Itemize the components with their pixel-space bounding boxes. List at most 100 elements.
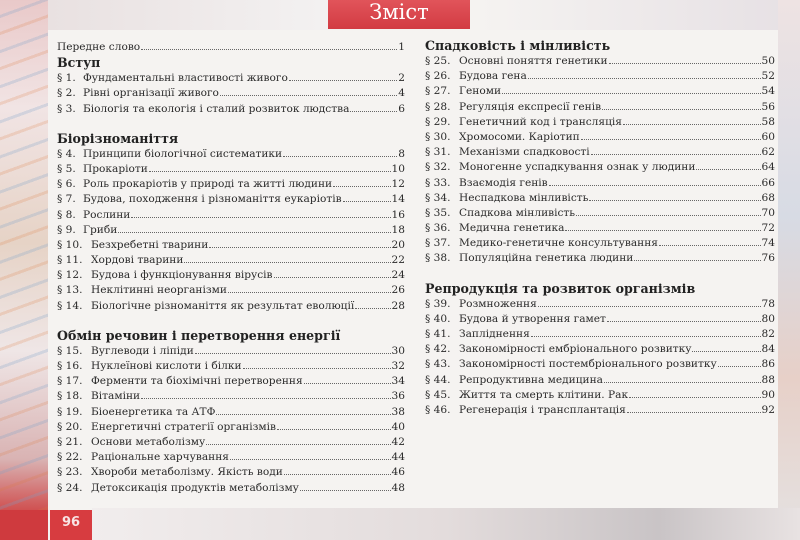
section-heading: Вступ (57, 55, 101, 71)
entry-page: 66 (761, 176, 775, 189)
toc-entry[interactable]: § 6. Роль прокаріотів у природі та житті … (57, 177, 405, 192)
toc-entry[interactable]: § 2. Рівні організації живого 4 (57, 86, 405, 101)
toc-entry[interactable]: § 11. Хордові тварини 22 (57, 253, 405, 268)
toc-entry[interactable]: § 36. Медична генетика 72 (425, 221, 775, 236)
section-number: § 41. (425, 328, 451, 340)
toc-entry[interactable]: § 12. Будова і функціонування вірусів 24 (57, 268, 405, 283)
toc-entry[interactable]: § 14. Біологічне різноманіття як результа… (57, 299, 405, 314)
entry-title: Життя та смерть клітини. Рак (459, 388, 629, 401)
toc-entry[interactable]: § 7. Будова, походження і різноманіття еу… (57, 192, 405, 207)
section-number: § 3. (57, 102, 76, 115)
toc-entry[interactable]: § 18. Вітаміни 36 (57, 389, 405, 404)
section-number: § 35. (425, 206, 451, 219)
toc-entry[interactable]: § 40. Будова й утворення гамет 80 (425, 312, 775, 327)
entry-title: Рослини (83, 208, 131, 221)
toc-entry[interactable]: § 32. Моногенне успадкування ознак у люди… (425, 160, 775, 175)
toc-entry[interactable]: § 19. Біоенергетика та АТФ 38 (57, 405, 405, 420)
toc-entry[interactable]: § 24. Детоксикація продуктів метаболізму 4… (57, 481, 405, 496)
entry-title: Фундаментальні властивості живого (83, 72, 288, 85)
entry-title: Принципи біологічної систематики (83, 147, 283, 160)
entry-page: 62 (761, 146, 775, 159)
toc-entry[interactable]: § 37. Медико-генетичне консультування 74 (425, 236, 775, 251)
toc-entry[interactable]: § 42. Закономірності ембріонального розви… (425, 342, 775, 357)
entry-title: Будова гена (459, 70, 527, 83)
section-number: § 23. (57, 466, 83, 479)
dot-leader (333, 186, 391, 188)
toc-entry[interactable]: § 31. Механізми спадковості 62 (425, 145, 775, 160)
entry-page: 64 (761, 161, 775, 174)
toc-left-column: Передне слово 1 Вступ § 1. Фундаментальні вл… (57, 40, 405, 496)
entry-page: 12 (391, 178, 405, 191)
entry-title: Будова і функціонування вірусів (91, 269, 273, 282)
page-number: 96 (50, 510, 92, 540)
dot-leader (148, 170, 391, 172)
entry-title: Передне слово (57, 41, 141, 53)
section-number: § 30. (425, 130, 451, 143)
toc-entry[interactable]: § 46. Регенерація і трансплантація 92 (425, 403, 775, 418)
entry-title: Генетичний код і трансляція (459, 115, 622, 128)
toc-entry[interactable]: § 34. Неспадкова мінливість 68 (425, 191, 775, 206)
toc-entry[interactable]: § 45. Життя та смерть клітини. Рак 90 (425, 388, 775, 403)
toc-entry[interactable]: § 16. Нуклеїнові кислоти і білки 32 (57, 359, 405, 374)
toc-entry[interactable]: § 17. Ферменти та біохімічні перетворення… (57, 374, 405, 389)
toc-entry[interactable]: § 23. Хвороби метаболізму. Якість води 46 (57, 465, 405, 480)
toc-entry[interactable]: § 41. Запліднення 82 (425, 327, 775, 342)
toc-entry[interactable]: § 8. Рослини 16 (57, 208, 405, 223)
section-number: § 20. (57, 420, 83, 433)
entry-title: Біологія та екологія і сталий розвиток л… (83, 102, 350, 115)
toc-entry[interactable]: § 20. Енергетичні стратегії організмів 40 (57, 420, 405, 435)
toc-entry[interactable]: § 10. Безхребетні тварини 20 (57, 238, 405, 253)
section-number: § 39. (425, 297, 451, 310)
section-number: § 5. (57, 162, 76, 175)
entry-title: Рівні організації живого (83, 87, 219, 100)
toc-right-column: Спадковість і мінливість § 25. Основні пон… (425, 38, 775, 418)
entry-title: Розмноження (459, 297, 537, 310)
toc-entry[interactable]: § 9. Гриби 18 (57, 223, 405, 238)
toc-entry[interactable]: Передне слово 1 (57, 40, 405, 55)
dot-leader (608, 63, 761, 64)
toc-entry[interactable]: § 5. Прокаріоти 10 (57, 162, 405, 177)
toc-entry[interactable]: § 21. Основи метаболізму 42 (57, 435, 405, 450)
toc-entry[interactable]: § 28. Регуляція експресії генів 56 (425, 100, 775, 115)
section-number: § 16. (57, 360, 83, 372)
toc-entry[interactable]: § 1. Фундаментальні властивості живого 2 (57, 71, 405, 86)
toc-entry[interactable]: § 29. Генетичний код і трансляція 58 (425, 115, 775, 130)
entry-page: 32 (391, 360, 405, 372)
entry-page: 78 (761, 297, 775, 310)
toc-entry[interactable]: § 33. Взаємодія генів 66 (425, 176, 775, 191)
toc-entry[interactable]: § 35. Спадкова мінливість 70 (425, 206, 775, 221)
section-number: § 44. (425, 373, 451, 386)
entry-title: Роль прокаріотів у природі та житті люди… (83, 178, 333, 191)
entry-title: Моногенне успадкування ознак у людини (459, 161, 696, 174)
toc-entry[interactable]: § 43. Закономірності постембріонального р… (425, 357, 775, 372)
entry-title: Медична генетика (459, 222, 565, 235)
toc-entry[interactable]: § 25. Основні поняття генетики 50 (425, 54, 775, 69)
dot-leader (527, 78, 761, 80)
section-number: § 37. (425, 237, 451, 250)
toc-entry[interactable]: § 22. Раціональне харчування 44 (57, 450, 405, 465)
entry-page: 16 (391, 208, 405, 221)
toc-entry[interactable]: § 44. Репродуктивна медицина 88 (425, 373, 775, 388)
dot-leader (276, 428, 391, 430)
section-number: § 36. (425, 222, 451, 235)
dot-leader (230, 459, 391, 461)
dot-leader (342, 201, 391, 203)
dot-leader (576, 214, 761, 216)
toc-entry[interactable]: § 26. Будова гена 52 (425, 69, 775, 84)
toc-entry[interactable]: § 15. Вуглеводи і ліпіди 30 (57, 344, 405, 359)
section-number: § 17. (57, 375, 83, 388)
decorative-right-border (778, 0, 800, 540)
toc-entry[interactable]: § 4. Принципи біологічної систематики 8 (57, 147, 405, 162)
dot-leader (194, 352, 391, 354)
toc-entry[interactable]: § 30. Хромосоми. Каріотип 60 (425, 130, 775, 145)
section-number: § 25. (425, 55, 451, 67)
toc-entry[interactable]: § 13. Неклітинні неорганізми 26 (57, 283, 405, 298)
toc-entry[interactable]: § 3. Біологія та екологія і сталий розвит… (57, 102, 405, 117)
toc-entry[interactable]: § 39. Розмноження 78 (425, 297, 775, 312)
toc-entry[interactable]: § 38. Популяційна генетика людини 76 (425, 251, 775, 266)
toc-entry[interactable]: § 27. Геноми 54 (425, 84, 775, 99)
entry-page: 42 (391, 435, 405, 448)
entry-page: 54 (761, 85, 775, 98)
entry-title: Неспадкова мінливість (459, 191, 589, 204)
section-number: § 27. (425, 85, 451, 98)
